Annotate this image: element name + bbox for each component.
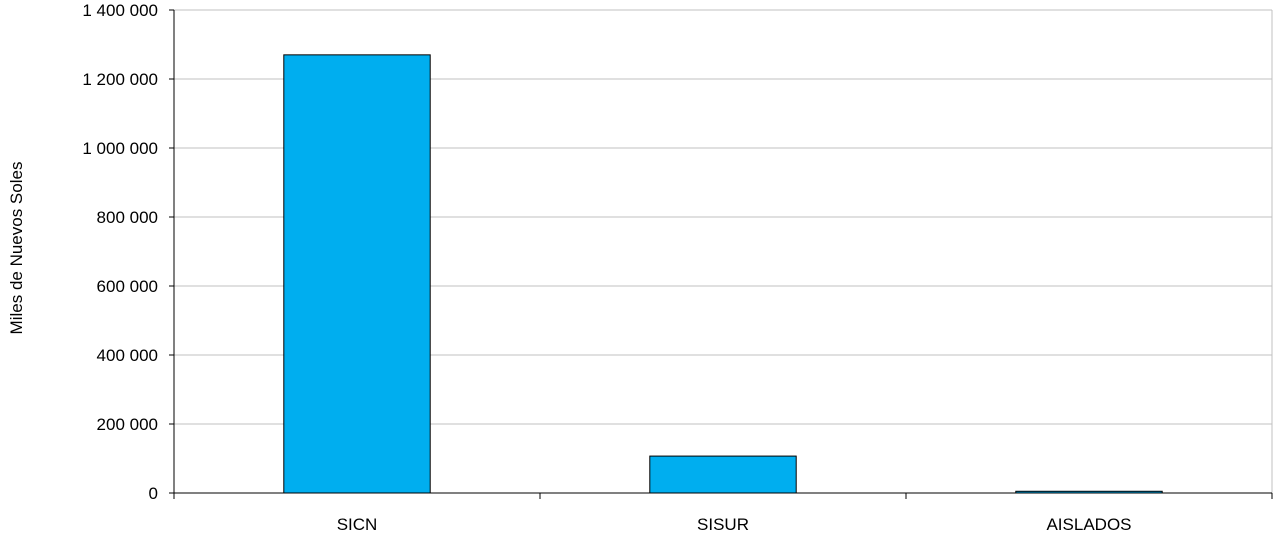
y-tick-labels: 0 200 000 400 000 600 000 800 000 1 000 000 1 … [82,1,158,503]
axes [169,9,1273,499]
y-tick-label: 1 400 000 [82,1,158,20]
bar-sisur [649,455,797,494]
y-axis-title: Miles de Nuevos Soles [7,162,26,335]
y-tick-label: 800 000 [97,208,158,227]
y-tick-label: 400 000 [97,346,158,365]
x-category-label: SISUR [697,515,749,534]
y-tick-label: 1 000 000 [82,139,158,158]
x-category-label: SICN [337,515,378,534]
y-tick-label: 200 000 [97,415,158,434]
x-category-label: AISLADOS [1046,515,1131,534]
x-category-labels: SICN SISUR AISLADOS [337,515,1132,534]
bar-sicn [283,54,431,494]
bars [283,54,1163,494]
y-tick-label: 600 000 [97,277,158,296]
y-tick-label: 1 200 000 [82,70,158,89]
y-tick-label: 0 [149,484,158,503]
